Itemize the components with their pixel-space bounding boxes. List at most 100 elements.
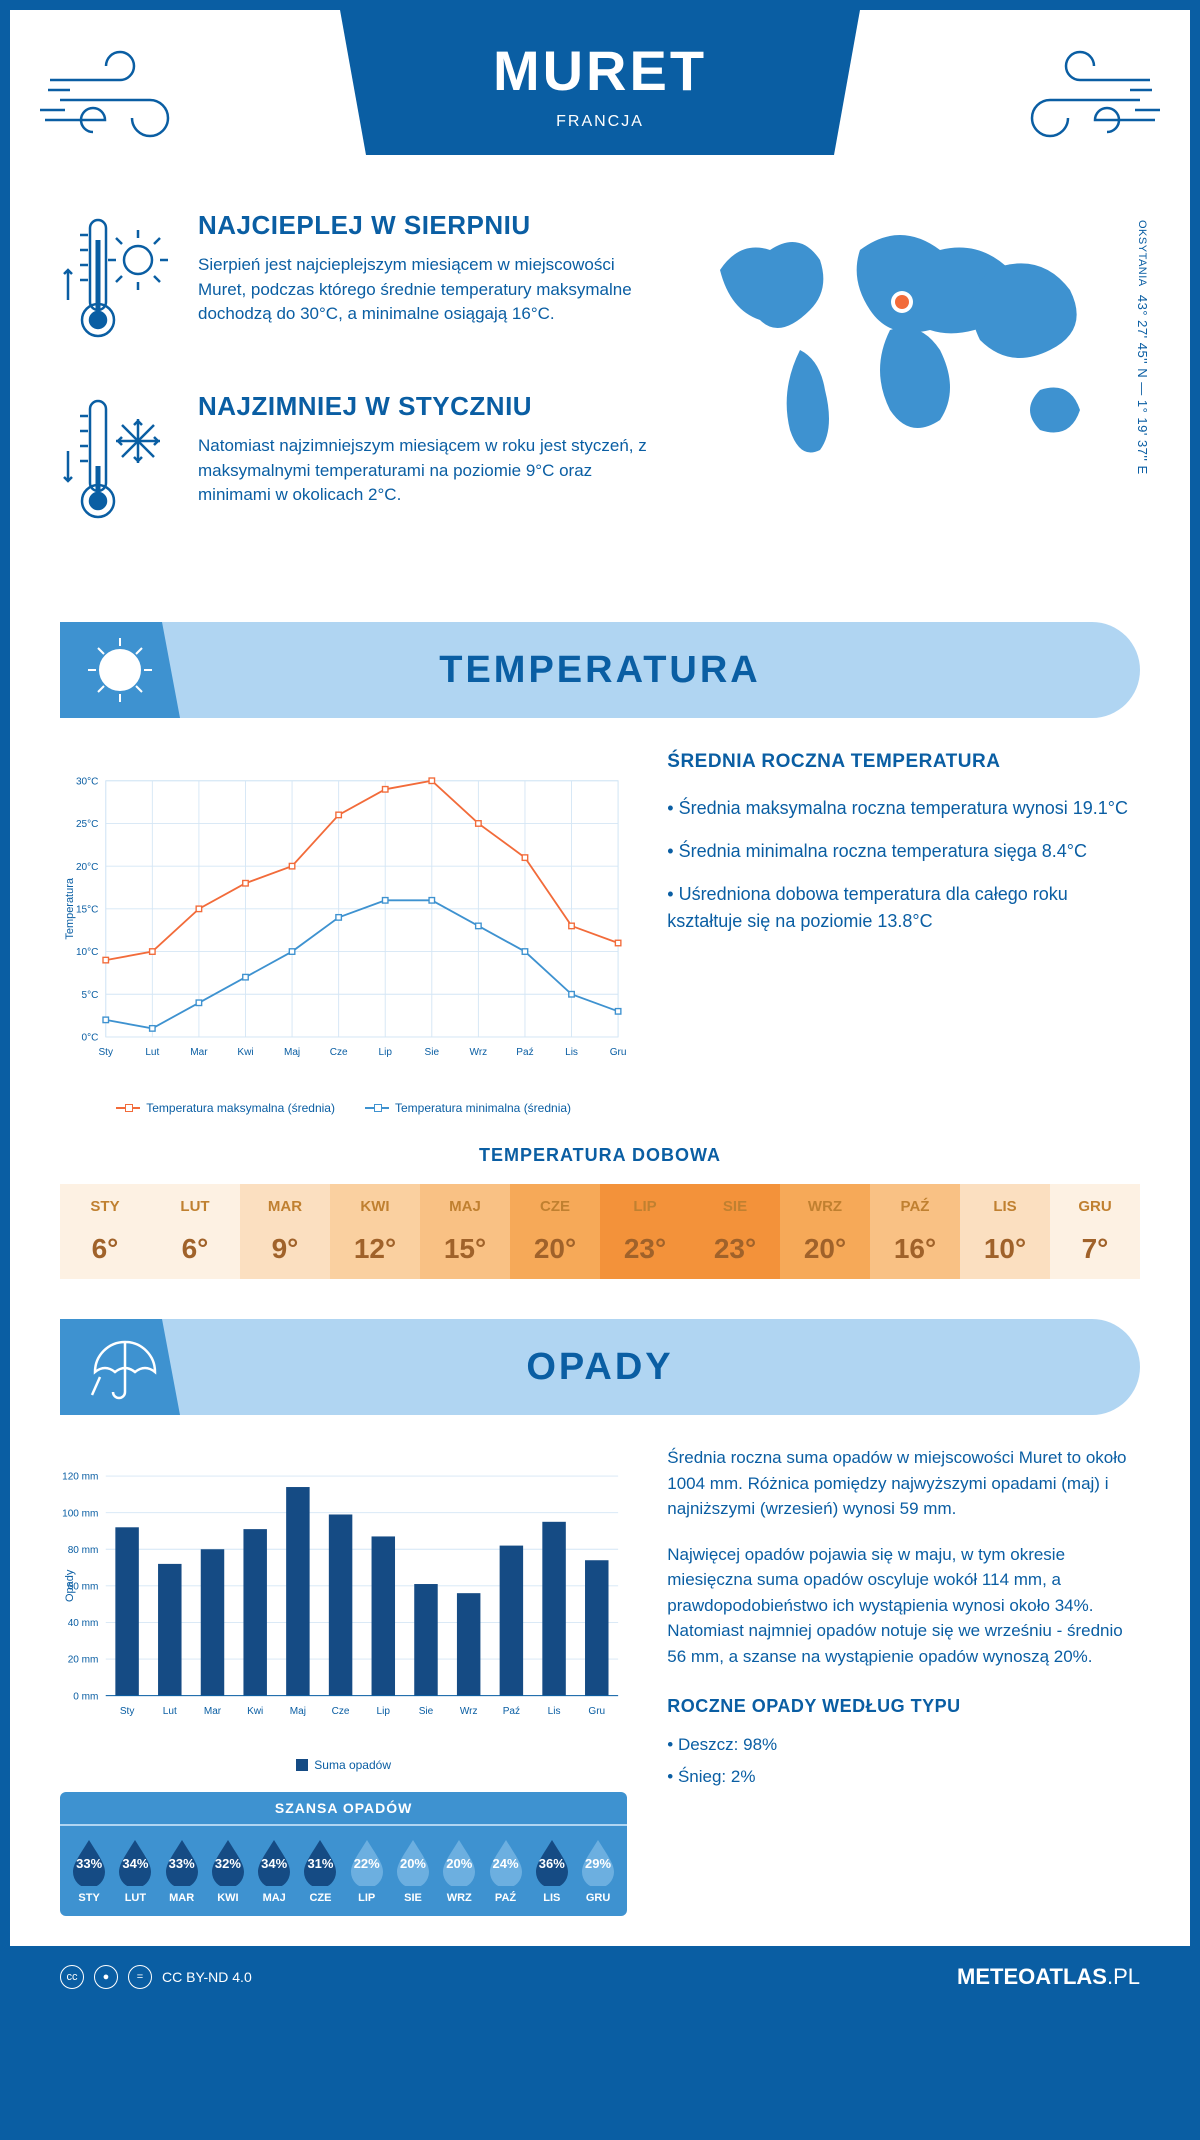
chance-cell: 20%SIE <box>390 1838 436 1904</box>
precip-title: OPADY <box>60 1346 1140 1389</box>
precip-section-bar: OPADY <box>60 1319 1140 1415</box>
chance-cell: 20%WRZ <box>436 1838 482 1904</box>
svg-text:10°C: 10°C <box>76 947 98 958</box>
svg-text:30°C: 30°C <box>76 776 98 787</box>
svg-text:Cze: Cze <box>330 1047 348 1058</box>
svg-text:Cze: Cze <box>332 1706 350 1717</box>
chance-cell: 32%KWI <box>205 1838 251 1904</box>
svg-text:Opady: Opady <box>64 1569 76 1602</box>
svg-text:25°C: 25°C <box>76 819 98 830</box>
svg-text:20 mm: 20 mm <box>68 1655 99 1666</box>
precip-legend: Suma opadów <box>60 1758 627 1772</box>
thermometer-hot-icon <box>60 210 170 355</box>
chance-cell: 29%GRU <box>575 1838 621 1904</box>
daily-cell: GRU7° <box>1050 1184 1140 1279</box>
country-name: FRANCJA <box>340 113 860 131</box>
footer: cc ● = CC BY-ND 4.0 METEOATLAS.PL <box>10 1946 1190 2008</box>
svg-text:Sty: Sty <box>120 1706 135 1717</box>
chance-cell: 34%MAJ <box>251 1838 297 1904</box>
daily-cell: LIS10° <box>960 1184 1050 1279</box>
cold-text: Natomiast najzimniejszym miesiącem w rok… <box>198 434 660 508</box>
chance-cell: 24%PAŹ <box>482 1838 528 1904</box>
svg-text:15°C: 15°C <box>76 905 98 916</box>
precip-bar-chart: 0 mm20 mm40 mm60 mm80 mm100 mm120 mmOpad… <box>60 1445 627 1772</box>
svg-text:Lip: Lip <box>379 1047 393 1058</box>
by-icon: ● <box>94 1965 118 1989</box>
daily-cell: LIP23° <box>600 1184 690 1279</box>
cold-block: NAJZIMNIEJ W STYCZNIU Natomiast najzimni… <box>60 391 660 536</box>
brand: METEOATLAS.PL <box>957 1964 1140 1990</box>
daily-cell: SIE23° <box>690 1184 780 1279</box>
svg-text:Gru: Gru <box>610 1047 627 1058</box>
hot-text: Sierpień jest najcieplejszym miesiącem w… <box>198 253 660 327</box>
svg-text:Lis: Lis <box>548 1706 561 1717</box>
hot-block: NAJCIEPLEJ W SIERPNIU Sierpień jest najc… <box>60 210 660 355</box>
svg-text:100 mm: 100 mm <box>62 1508 98 1519</box>
precip-summary: Średnia roczna suma opadów w miejscowośc… <box>667 1445 1140 1916</box>
svg-text:0 mm: 0 mm <box>73 1691 98 1702</box>
chance-cell: 34%LUT <box>112 1838 158 1904</box>
svg-text:5°C: 5°C <box>82 990 99 1001</box>
svg-text:Wrz: Wrz <box>470 1047 488 1058</box>
chance-cell: 31%CZE <box>297 1838 343 1904</box>
svg-text:Lip: Lip <box>377 1706 391 1717</box>
coordinates: OKSYTANIA 43° 27' 45'' N — 1° 19' 37'' E <box>1135 220 1150 475</box>
daily-cell: LUT6° <box>150 1184 240 1279</box>
daily-cell: STY6° <box>60 1184 150 1279</box>
world-map: OKSYTANIA 43° 27' 45'' N — 1° 19' 37'' E <box>700 210 1140 572</box>
svg-text:40 mm: 40 mm <box>68 1618 99 1629</box>
daily-cell: KWI12° <box>330 1184 420 1279</box>
svg-text:Temperatura: Temperatura <box>64 877 76 939</box>
temperature-title: TEMPERATURA <box>60 649 1140 692</box>
header: MURET FRANCJA <box>10 10 1190 190</box>
svg-text:Sty: Sty <box>98 1047 113 1058</box>
daily-cell: WRZ20° <box>780 1184 870 1279</box>
svg-text:Kwi: Kwi <box>247 1706 263 1717</box>
sun-icon <box>60 622 180 718</box>
svg-text:Gru: Gru <box>588 1706 605 1717</box>
svg-text:Mar: Mar <box>204 1706 222 1717</box>
wind-icon <box>1000 40 1160 160</box>
temperature-section-bar: TEMPERATURA <box>60 622 1140 718</box>
precip-types: ROCZNE OPADY WEDŁUG TYPU • Deszcz: 98% •… <box>667 1693 1140 1789</box>
svg-text:0°C: 0°C <box>82 1033 99 1044</box>
chance-cell: 33%STY <box>66 1838 112 1904</box>
cc-icon: cc <box>60 1965 84 1989</box>
svg-text:Paź: Paź <box>503 1706 520 1717</box>
svg-text:80 mm: 80 mm <box>68 1545 99 1556</box>
svg-text:Mar: Mar <box>190 1047 208 1058</box>
umbrella-icon <box>60 1319 180 1415</box>
svg-text:120 mm: 120 mm <box>62 1472 98 1483</box>
intro-section: NAJCIEPLEJ W SIERPNIU Sierpień jest najc… <box>10 190 1190 612</box>
svg-text:Lut: Lut <box>145 1047 159 1058</box>
svg-text:Sie: Sie <box>425 1047 440 1058</box>
nd-icon: = <box>128 1965 152 1989</box>
daily-cell: MAR9° <box>240 1184 330 1279</box>
daily-cell: CZE20° <box>510 1184 600 1279</box>
wind-icon <box>40 40 200 160</box>
chance-cell: 36%LIS <box>529 1838 575 1904</box>
chance-cell: 22%LIP <box>344 1838 390 1904</box>
svg-text:Kwi: Kwi <box>237 1047 253 1058</box>
temperature-legend: Temperatura maksymalna (średnia) Tempera… <box>60 1101 627 1115</box>
svg-text:20°C: 20°C <box>76 862 98 873</box>
hot-title: NAJCIEPLEJ W SIERPNIU <box>198 210 660 241</box>
svg-text:Maj: Maj <box>290 1706 306 1717</box>
daily-temp-table: STY6°LUT6°MAR9°KWI12°MAJ15°CZE20°LIP23°S… <box>60 1184 1140 1279</box>
svg-text:Lut: Lut <box>163 1706 177 1717</box>
svg-text:Paź: Paź <box>516 1047 533 1058</box>
temperature-summary: ŚREDNIA ROCZNA TEMPERATURA • Średnia mak… <box>667 748 1140 1115</box>
cold-title: NAJZIMNIEJ W STYCZNIU <box>198 391 660 422</box>
license-text: CC BY-ND 4.0 <box>162 1969 252 1985</box>
svg-text:Wrz: Wrz <box>460 1706 478 1717</box>
svg-text:Maj: Maj <box>284 1047 300 1058</box>
daily-cell: PAŹ16° <box>870 1184 960 1279</box>
daily-cell: MAJ15° <box>420 1184 510 1279</box>
temperature-line-chart: 0°C 5°C 10°C 15°C 20°C 25°C 30°C Sty Lut Mar Kwi Ma… <box>60 748 627 1115</box>
chance-cell: 33%MAR <box>159 1838 205 1904</box>
daily-temp-title: TEMPERATURA DOBOWA <box>10 1145 1190 1166</box>
thermometer-cold-icon <box>60 391 170 536</box>
city-name: MURET <box>340 38 860 103</box>
svg-text:Lis: Lis <box>565 1047 578 1058</box>
title-band: MURET FRANCJA <box>340 10 860 155</box>
